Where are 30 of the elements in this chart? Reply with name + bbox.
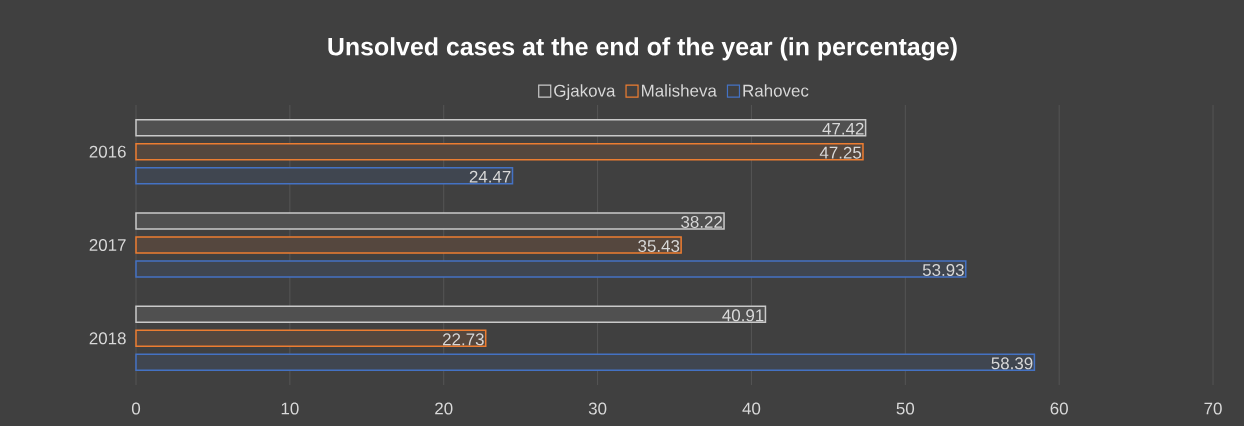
x-tick-label: 50 — [896, 402, 915, 415]
data-label: 24.47 — [469, 170, 511, 183]
y-tick-label: 2018 — [89, 332, 126, 345]
bar — [135, 353, 1036, 372]
data-label: 47.25 — [819, 146, 862, 159]
bar — [135, 166, 514, 185]
bar — [135, 329, 487, 348]
bar — [135, 260, 967, 278]
data-label: 53.93 — [922, 264, 964, 276]
x-tick-label: 40 — [742, 402, 761, 415]
x-tick-label: 60 — [1050, 402, 1068, 415]
data-label: 35.43 — [638, 240, 680, 252]
legend-label: Rahovec — [743, 84, 809, 97]
y-tick-label: 2017 — [89, 239, 126, 251]
data-label: 22.73 — [443, 333, 484, 346]
data-label: 40.91 — [722, 309, 764, 322]
legend-label: Malisheva — [642, 84, 717, 97]
bar — [135, 236, 682, 254]
x-tick-label: 30 — [588, 402, 607, 415]
data-label: 58.39 — [991, 357, 1033, 370]
data-label: 47.42 — [822, 122, 864, 135]
y-tick-label: 2016 — [89, 145, 126, 158]
legend-label: Gjakova — [554, 84, 616, 101]
chart-title: Unsolved cases at the end of the year (in percentage) — [328, 37, 957, 61]
x-tick-label: 20 — [435, 402, 453, 415]
bar — [135, 142, 864, 161]
data-label: 38.22 — [681, 216, 722, 228]
x-tick-label: 0 — [131, 402, 141, 415]
x-tick-label: 10 — [281, 402, 299, 415]
x-tick-label: 70 — [1204, 402, 1222, 415]
